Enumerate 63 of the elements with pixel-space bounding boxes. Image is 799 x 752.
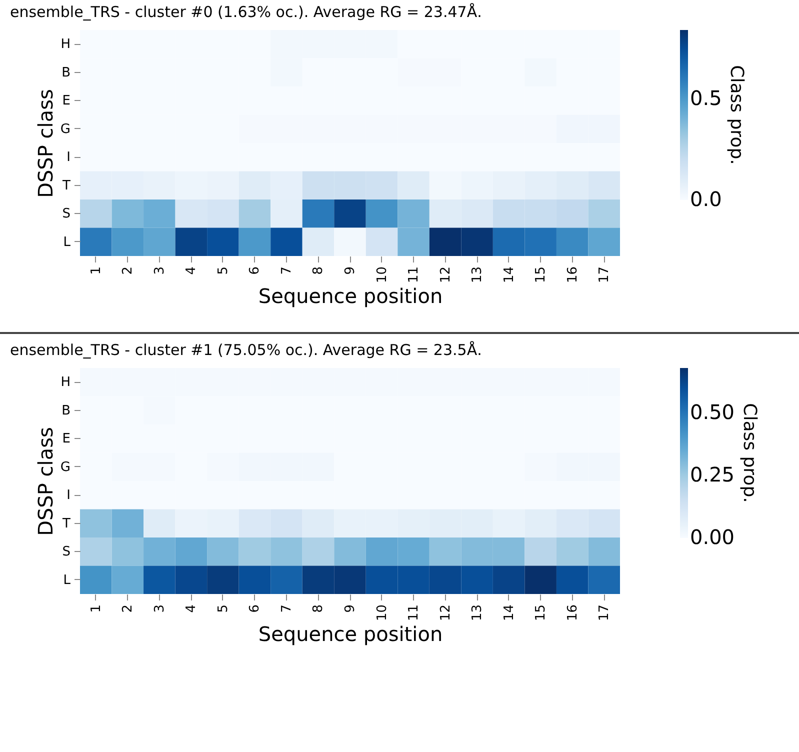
y-tick-label: B [62, 403, 70, 418]
x-tick-label: 13 [470, 604, 486, 622]
color-bar-title: Class prop. [726, 65, 747, 165]
y-axis-title: DSSP class [33, 89, 58, 198]
x-tick-label: 17 [597, 604, 612, 622]
x-tick-label: 12 [438, 266, 454, 284]
x-tick-label: 16 [565, 604, 580, 622]
color-bar-label: 0.50 [690, 400, 735, 424]
x-tick-label: 2 [120, 266, 136, 275]
color-bar-label: 0.5 [690, 86, 722, 110]
chart-title: ensemble_TRS - cluster #1 (75.05% oc.). Average RG = 23.5Å. [10, 341, 482, 359]
color-bar-title: Class prop. [739, 403, 760, 503]
x-tick-label: 3 [152, 604, 168, 613]
y-tick-label: S [62, 206, 70, 222]
x-tick-label: 4 [184, 604, 200, 613]
y-tick-label: S [62, 544, 70, 560]
x-tick-label: 1 [88, 266, 104, 275]
x-tick-label: 11 [406, 266, 422, 284]
x-tick-label: 4 [184, 266, 200, 275]
x-tick-label: 8 [311, 266, 326, 275]
x-tick-label: 5 [216, 604, 231, 613]
x-tick-label: 14 [502, 604, 517, 622]
y-tick-label: E [62, 94, 70, 109]
x-tick-label: 10 [374, 604, 390, 622]
x-axis-title: Sequence position [258, 284, 443, 308]
x-tick-label: 10 [374, 266, 390, 284]
x-tick-label: 13 [470, 266, 486, 284]
x-tick-label: 3 [152, 266, 168, 275]
y-tick-label: I [66, 150, 70, 166]
x-tick-label: 7 [279, 604, 294, 613]
x-tick-label: 16 [565, 266, 580, 284]
chart-title: ensemble_TRS - cluster #0 (1.63% oc.). Average RG = 23.47Å. [10, 3, 482, 21]
color-bar-label: 0.25 [690, 462, 735, 486]
x-tick-label: 11 [406, 604, 422, 622]
y-tick-label: T [62, 178, 71, 194]
y-tick-label: H [60, 375, 70, 390]
y-tick-label: L [63, 234, 72, 250]
y-tick-label: G [60, 122, 70, 137]
x-tick-label: 6 [248, 266, 263, 275]
y-tick-label: L [63, 572, 72, 588]
y-tick-label: H [60, 37, 70, 52]
y-tick-label: E [62, 432, 70, 447]
x-tick-label: 14 [502, 266, 517, 284]
color-bar-label: 0.00 [690, 525, 735, 549]
y-tick-label: I [66, 488, 70, 504]
x-axis-title: Sequence position [258, 622, 443, 646]
y-tick-label: B [62, 65, 70, 80]
y-tick-label: G [60, 460, 70, 475]
x-tick-label: 15 [534, 266, 549, 284]
y-axis-title: DSSP class [33, 427, 58, 536]
x-tick-label: 17 [597, 266, 612, 284]
x-tick-label: 5 [216, 266, 231, 275]
x-tick-label: 6 [248, 604, 263, 613]
x-tick-label: 7 [279, 266, 294, 275]
y-tick-label: T [62, 516, 71, 532]
x-tick-label: 15 [534, 604, 549, 622]
x-tick-label: 2 [120, 604, 136, 613]
color-bar-label: 0.0 [690, 187, 722, 211]
x-tick-label: 1 [88, 604, 104, 613]
x-tick-label: 9 [343, 604, 358, 613]
x-tick-label: 9 [343, 266, 358, 275]
x-tick-label: 12 [438, 604, 454, 622]
x-tick-label: 8 [311, 604, 326, 613]
